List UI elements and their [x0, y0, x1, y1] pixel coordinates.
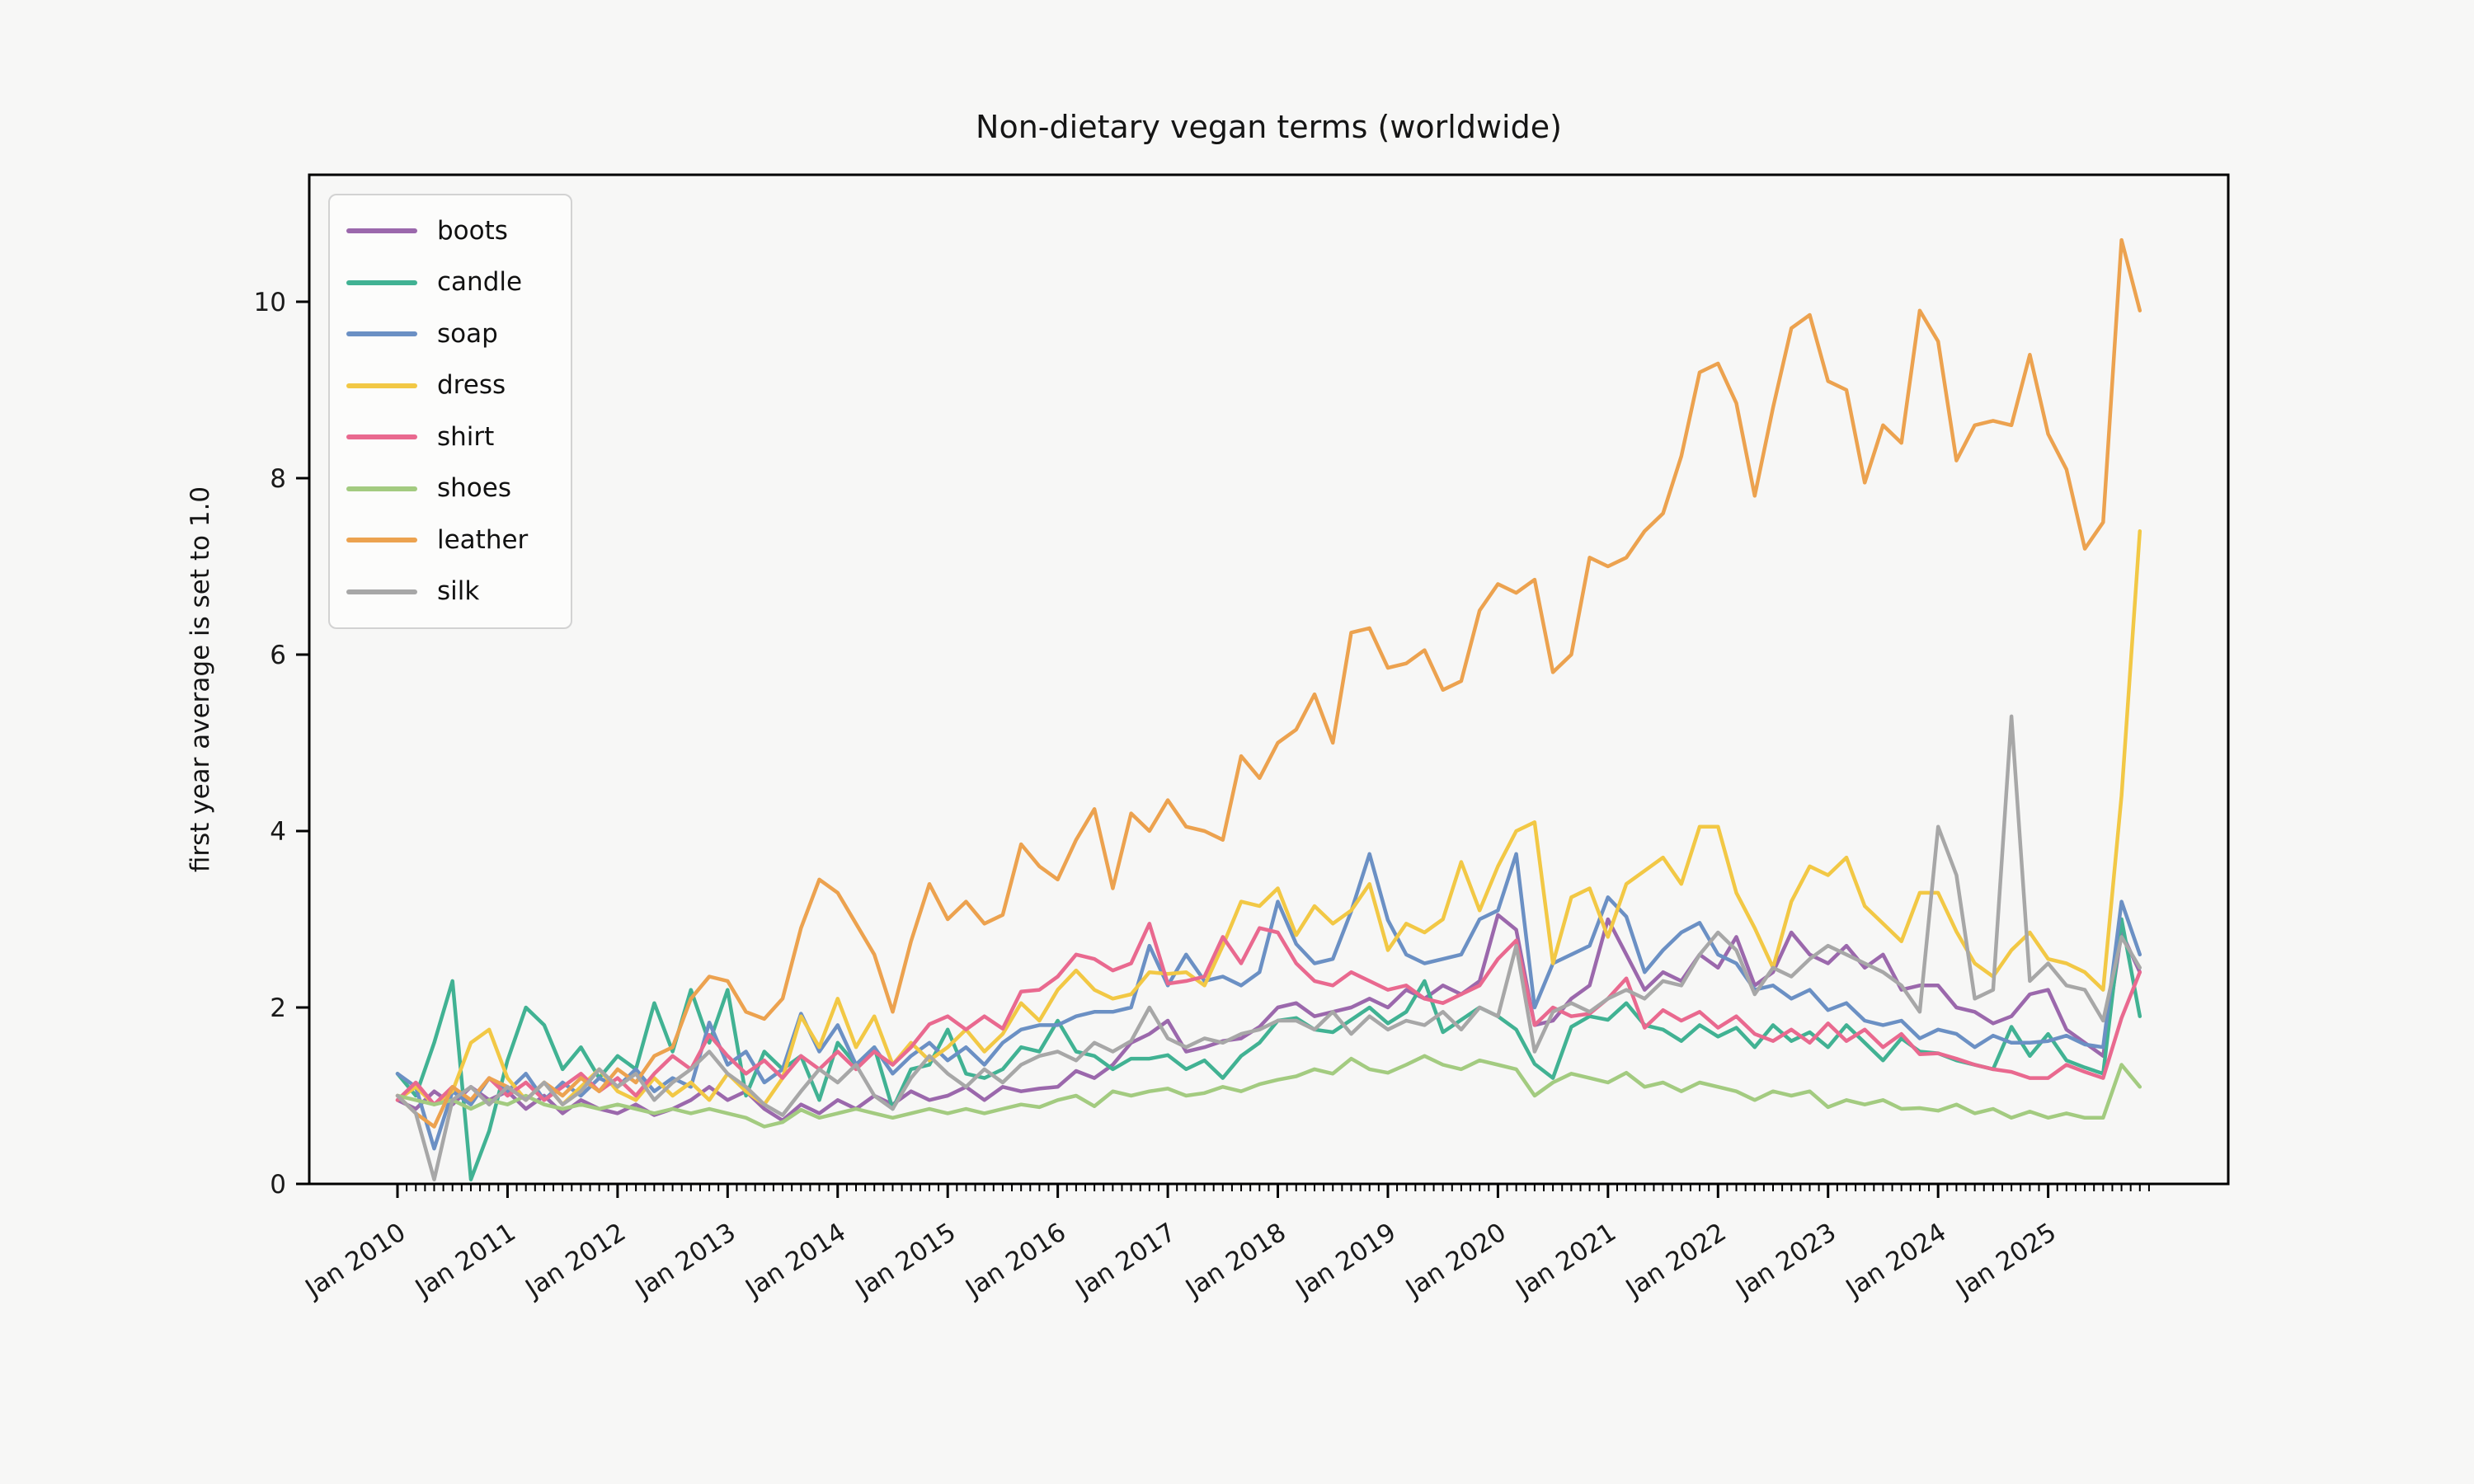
y-tick-label: 10: [254, 288, 286, 317]
series-line-shirt: [395, 922, 2142, 1106]
x-tick-label: Jan 2018: [1179, 1218, 1291, 1305]
legend-swatch-shoes: [346, 486, 417, 491]
legend-label: candle: [437, 267, 523, 298]
legend-item-silk: silk: [346, 579, 562, 604]
y-tick-label: 0: [270, 1170, 286, 1200]
legend-swatch-silk: [346, 589, 417, 594]
legend-label: silk: [437, 576, 480, 607]
legend-swatch-shirt: [346, 434, 417, 440]
series-line-boots: [395, 913, 2142, 1123]
legend-swatch-dress: [346, 383, 417, 388]
series-line-silk: [395, 714, 2142, 1181]
y-tick-label: 4: [270, 817, 286, 847]
x-tick-label: Jan 2017: [1070, 1218, 1182, 1305]
legend-item-shoes: shoes: [346, 476, 562, 501]
x-tick-label: Jan 2015: [849, 1218, 962, 1305]
legend-swatch-soap: [346, 331, 417, 337]
x-tick-label: Jan 2022: [1620, 1218, 1732, 1305]
legend-label: soap: [437, 318, 498, 349]
x-tick-label: Jan 2019: [1290, 1218, 1402, 1305]
legend-item-boots: boots: [346, 218, 562, 244]
x-tick-label: Jan 2020: [1399, 1218, 1512, 1305]
legend-item-dress: dress: [346, 373, 562, 398]
legend-label: boots: [437, 215, 508, 246]
legend-label: dress: [437, 370, 506, 401]
x-tick-label: Jan 2024: [1840, 1218, 1952, 1305]
legend-swatch-leather: [346, 538, 417, 543]
series-line-candle: [395, 917, 2142, 1181]
y-axis-label: first year average is set to 1.0: [186, 486, 215, 873]
legend-item-soap: soap: [346, 318, 562, 349]
legend-item-shirt: shirt: [346, 421, 562, 452]
legend-item-leather: leather: [346, 524, 562, 555]
x-tick-label: Jan 2010: [299, 1218, 412, 1305]
legend: boots candle soap dress shirt shoes leather sil…: [328, 194, 572, 629]
series-line-leather: [395, 237, 2142, 1129]
legend-swatch-candle: [346, 279, 417, 285]
y-tick-label: 2: [270, 993, 286, 1023]
x-tick-label: Jan 2016: [959, 1218, 1071, 1305]
x-tick-label: Jan 2011: [409, 1218, 521, 1305]
legend-label: shoes: [437, 473, 511, 504]
legend-swatch-boots: [346, 228, 417, 234]
x-tick-label: Jan 2021: [1509, 1218, 1621, 1305]
x-tick-label: Jan 2025: [1950, 1218, 2062, 1305]
legend-item-candle: candle: [346, 270, 562, 295]
x-tick-label: Jan 2012: [519, 1218, 631, 1305]
chart-title: Non-dietary vegan terms (worldwide): [976, 109, 1562, 145]
series-line-shoes: [395, 1054, 2142, 1129]
legend-label: shirt: [437, 421, 495, 452]
x-tick-label: Jan 2014: [739, 1218, 851, 1305]
series-line-dress: [395, 528, 2142, 1106]
x-tick-label: Jan 2013: [629, 1218, 741, 1305]
y-tick-label: 6: [270, 641, 286, 670]
y-tick-label: 8: [270, 464, 286, 494]
legend-label: leather: [437, 524, 529, 555]
x-tick-label: Jan 2023: [1729, 1218, 1841, 1305]
